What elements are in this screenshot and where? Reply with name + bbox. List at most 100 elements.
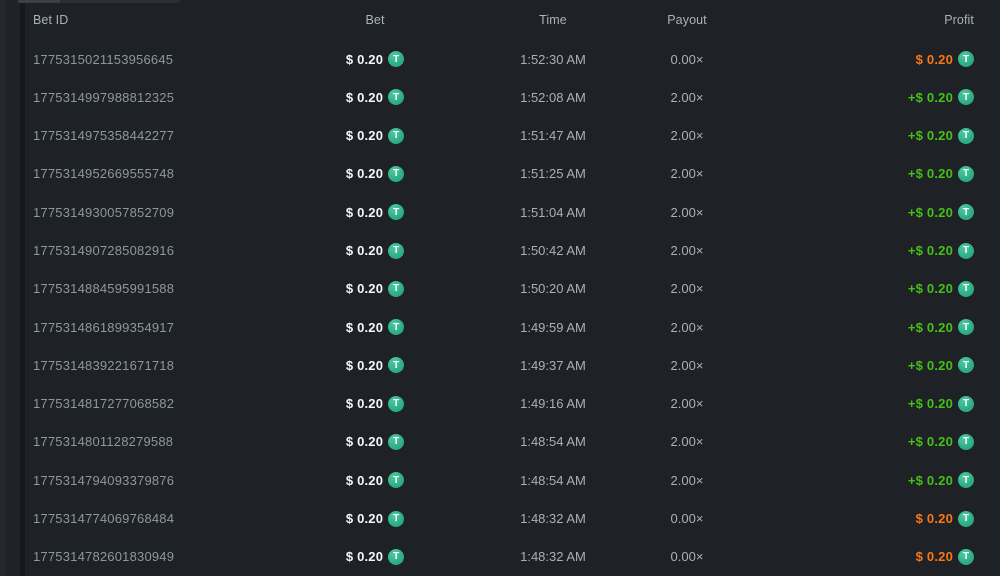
bet-amount-value: $ 0.20	[345, 128, 384, 144]
table-row[interactable]: 1775314817277068582 $ 0.20 T 1:49:16 AM …	[33, 385, 974, 423]
tether-icon: T	[958, 472, 974, 489]
tether-icon: T	[958, 204, 974, 221]
bet-id-cell: 1775314794093379876	[33, 472, 175, 488]
time-cell: 1:48:54 AM	[520, 472, 586, 488]
tether-icon: T	[958, 548, 974, 565]
tether-icon: T	[388, 51, 405, 68]
table-row[interactable]: 1775314930057852709 $ 0.20 T 1:51:04 AM …	[33, 193, 974, 231]
left-gutter-inner	[6, 0, 20, 576]
payout-cell: 2.00×	[670, 472, 704, 488]
tether-icon: T	[388, 242, 405, 259]
profit-cell: +$ 0.20 T	[908, 357, 974, 374]
payout-cell: 2.00×	[670, 204, 704, 220]
table-row[interactable]: 1775314782601830949 $ 0.20 T 1:48:32 AM …	[33, 538, 974, 576]
table-row[interactable]: 1775314801128279588 $ 0.20 T 1:48:54 AM …	[33, 423, 974, 461]
bet-id-cell: 1775314997988812325	[33, 89, 175, 105]
table-header-row: Bet ID Bet Time Payout Profit	[33, 0, 974, 40]
profit-value: +$ 0.20	[907, 128, 953, 144]
tether-icon: T	[958, 280, 974, 297]
bet-id-cell: 1775314884595991588	[33, 281, 175, 297]
profit-cell: +$ 0.20 T	[907, 165, 974, 182]
bet-id-cell: 1775314975358442277	[33, 128, 175, 144]
time-cell: 1:49:16 AM	[520, 396, 586, 412]
payout-cell: 2.00×	[670, 89, 704, 105]
tether-icon: T	[958, 242, 974, 259]
column-header-profit: Profit	[944, 13, 974, 27]
bet-id-cell: 1775314839221671718	[33, 357, 175, 373]
time-cell: 1:48:54 AM	[520, 434, 586, 450]
payout-cell: 2.00×	[670, 128, 704, 144]
bet-id-cell: 1775314801128279588	[33, 434, 174, 450]
bet-amount-cell: $ 0.20 T	[346, 510, 405, 527]
time-cell: 1:50:42 AM	[520, 243, 586, 259]
bet-amount-value: $ 0.20	[345, 89, 384, 105]
bet-amount-value: $ 0.20	[345, 281, 384, 297]
tether-icon: T	[958, 165, 974, 182]
table-row[interactable]: 1775314952669555748 $ 0.20 T 1:51:25 AM …	[33, 155, 974, 193]
column-header-bet-id: Bet ID	[33, 13, 69, 27]
profit-value: +$ 0.20	[907, 434, 953, 450]
bet-amount-value: $ 0.20	[345, 472, 384, 488]
bet-amount-value: $ 0.20	[345, 204, 384, 220]
bet-id-cell: 1775314861899354917	[33, 319, 175, 335]
time-cell: 1:52:08 AM	[520, 89, 586, 105]
bet-amount-cell: $ 0.20 T	[346, 165, 405, 182]
bet-amount-cell: $ 0.20 T	[345, 51, 405, 68]
bet-amount-value: $ 0.20	[345, 357, 384, 373]
table-row[interactable]: 1775314907285082916 $ 0.20 T 1:50:42 AM …	[33, 231, 974, 269]
profit-cell: +$ 0.20 T	[907, 433, 974, 450]
bet-id-cell: 1775314782601830949	[33, 549, 175, 565]
bet-amount-cell: $ 0.20 T	[346, 548, 405, 565]
bet-amount-value: $ 0.20	[345, 51, 384, 67]
tether-icon: T	[388, 395, 405, 412]
profit-cell: +$ 0.20 T	[908, 204, 974, 221]
profit-value: +$ 0.20	[907, 281, 953, 297]
profit-value: +$ 0.20	[907, 396, 953, 412]
table-row[interactable]: 1775314774069768484 $ 0.20 T 1:48:32 AM …	[33, 499, 974, 537]
profit-value: $ 0.20	[915, 549, 953, 565]
table-row[interactable]: 1775314861899354917 $ 0.20 T 1:49:59 AM …	[33, 308, 974, 346]
time-cell: 1:49:59 AM	[520, 319, 586, 335]
table-row[interactable]: 1775314975358442277 $ 0.20 T 1:51:47 AM …	[33, 117, 974, 155]
profit-cell: +$ 0.20 T	[908, 89, 974, 106]
profit-value: +$ 0.20	[907, 166, 953, 182]
bet-amount-cell: $ 0.20 T	[345, 89, 405, 106]
bet-amount-cell: $ 0.20 T	[346, 242, 405, 259]
tether-icon: T	[958, 357, 974, 374]
tether-icon: T	[388, 319, 405, 336]
payout-cell: 2.00×	[670, 319, 704, 335]
payout-cell: 2.00×	[670, 281, 704, 297]
tether-icon: T	[958, 510, 974, 527]
left-gutter-outer	[0, 0, 6, 576]
table-row[interactable]: 1775315021153956645 $ 0.20 T 1:52:30 AM …	[33, 40, 974, 78]
column-header-bet: Bet	[365, 13, 385, 27]
payout-cell: 2.00×	[670, 357, 704, 373]
bet-amount-cell: $ 0.20 T	[346, 395, 405, 412]
time-cell: 1:51:25 AM	[520, 166, 586, 182]
time-cell: 1:49:37 AM	[520, 357, 586, 373]
bet-amount-value: $ 0.20	[345, 319, 384, 335]
payout-cell: 0.00×	[670, 511, 704, 527]
top-scrollbar-thumb[interactable]	[18, 0, 60, 3]
bet-id-cell: 1775314907285082916	[33, 243, 175, 259]
left-gutter-seam	[20, 0, 25, 576]
tether-icon: T	[958, 319, 974, 336]
table-row[interactable]: 1775314884595991588 $ 0.20 T 1:50:20 AM …	[33, 270, 974, 308]
table-row[interactable]: 1775314794093379876 $ 0.20 T 1:48:54 AM …	[33, 461, 974, 499]
profit-cell: $ 0.20 T	[916, 51, 974, 68]
bet-amount-cell: $ 0.20 T	[346, 433, 405, 450]
bet-id-cell: 1775314774069768484	[33, 511, 175, 527]
payout-cell: 2.00×	[670, 243, 704, 259]
bet-amount-cell: $ 0.20 T	[345, 357, 405, 374]
profit-cell: +$ 0.20 T	[907, 127, 974, 144]
top-scrollbar-track[interactable]	[18, 0, 180, 3]
bet-amount-cell: $ 0.20 T	[345, 472, 405, 489]
table-row[interactable]: 1775314839221671718 $ 0.20 T 1:49:37 AM …	[33, 346, 974, 384]
table-row[interactable]: 1775314997988812325 $ 0.20 T 1:52:08 AM …	[33, 78, 974, 116]
time-cell: 1:52:30 AM	[520, 51, 586, 67]
time-cell: 1:48:32 AM	[520, 511, 586, 527]
profit-cell: $ 0.20 T	[915, 548, 974, 565]
tether-icon: T	[958, 395, 974, 412]
profit-cell: +$ 0.20 T	[907, 280, 974, 297]
